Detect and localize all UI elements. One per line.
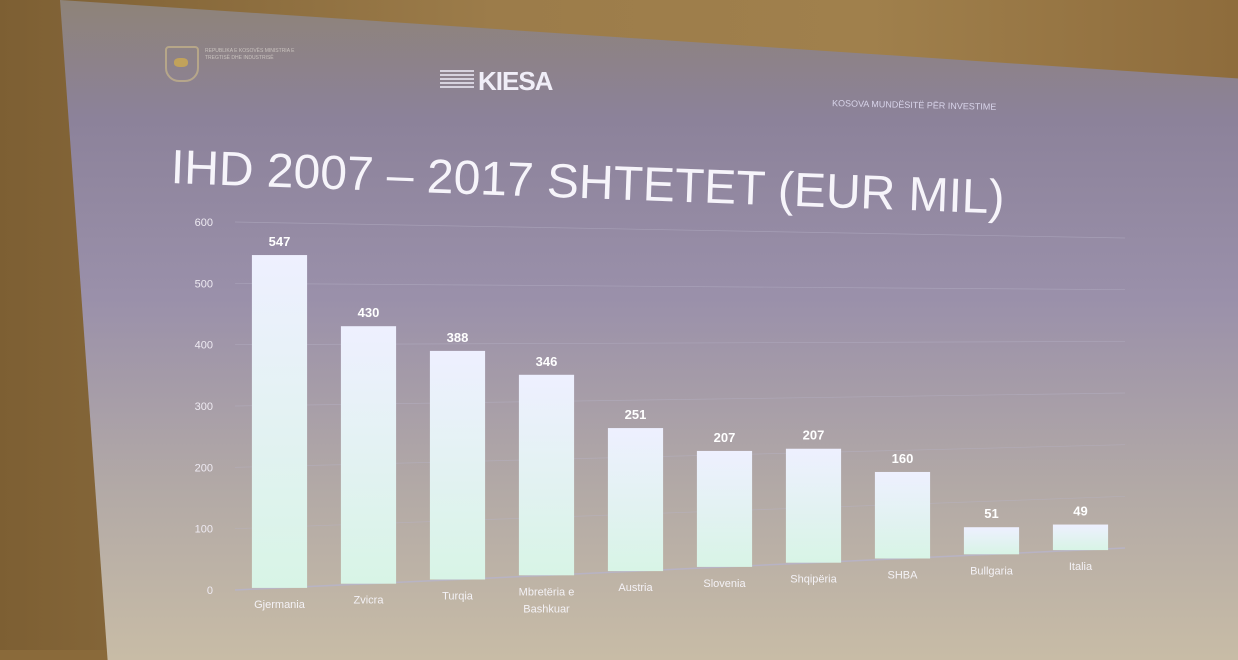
x-tick-label: Bullgaria [970,565,1014,577]
x-tick-label: Italia [1069,561,1093,573]
data-label: 388 [447,330,469,345]
data-label: 207 [803,428,825,443]
x-tick-label: Slovenia [703,578,746,590]
x-tick-label: Turqia [442,591,474,603]
bar [874,471,931,559]
gridline [234,221,1126,239]
bar [785,448,842,563]
bar [251,255,308,588]
data-label: 51 [984,506,998,521]
y-tick-label: 500 [195,278,213,290]
bar [607,428,664,572]
x-tick-label: Bashkuar [523,603,570,615]
x-tick-label: SHBA [888,570,919,582]
x-tick-label: Gjermania [254,599,306,611]
data-label: 160 [892,451,914,466]
bar [963,527,1020,555]
gridline [234,282,1126,291]
ministry-logo-text: REPUBLIKA E KOSOVËS MINISTRIA E TREGTISË… [205,48,295,61]
kiesa-logo-mark [440,70,474,88]
bar [696,450,753,567]
x-tick-label: Mbretëria e [519,586,575,598]
data-label: 346 [536,354,558,369]
y-tick-label: 600 [195,217,213,229]
x-tick-label: Shqipëria [790,574,837,586]
data-label: 547 [269,234,291,249]
y-tick-label: 400 [195,340,213,352]
y-tick-label: 100 [195,524,213,536]
bar [1052,524,1109,551]
x-tick-label: Zvicra [354,595,385,607]
kosovo-crest-logo [165,46,199,82]
data-label: 251 [625,407,647,422]
x-tick-label: Austria [618,582,653,594]
bar [518,374,575,576]
y-tick-label: 300 [195,401,213,413]
y-tick-label: 200 [195,462,213,474]
y-tick-label: 0 [207,585,213,597]
bar [429,350,486,580]
data-label: 207 [714,430,736,445]
kiesa-logo: KIESA [478,66,553,96]
data-label: 49 [1073,504,1087,519]
bar [340,326,397,584]
data-label: 430 [358,305,380,320]
